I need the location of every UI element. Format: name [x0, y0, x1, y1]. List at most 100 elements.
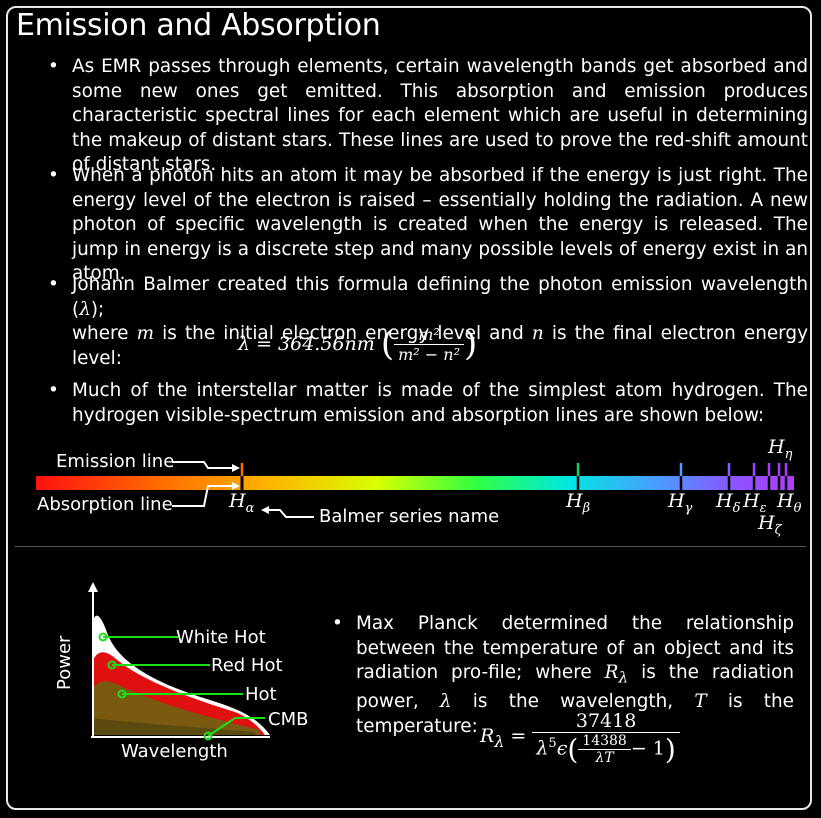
slide-frame	[6, 6, 812, 810]
bullet-text: Max Planck determined the relationship b…	[356, 612, 794, 739]
h-theta-sub: θ	[793, 500, 802, 516]
h-delta-label: Hδ	[716, 490, 740, 516]
planck-formula: Rλ = 37418 λ5ϵ(14388 λT − 1)	[480, 710, 680, 766]
balmer-text-4: is the initial electron energy level and	[154, 323, 532, 344]
planck-lhs: Rλ =	[480, 725, 527, 751]
emission-arrowhead	[232, 464, 240, 472]
minus-one: − 1	[630, 737, 665, 760]
y-axis-label: Power	[54, 635, 75, 690]
bullet-photon: • When a photon hits an atom it may be a…	[48, 164, 808, 287]
den-exp: 5	[548, 736, 557, 752]
red-hot-label: Red Hot	[211, 655, 283, 676]
h-eta-label: Hη	[768, 436, 792, 462]
paren-close: )	[664, 733, 676, 766]
balmer-formula: λ = 364.56nm (m² m² − n²)	[238, 324, 477, 364]
planck-fraction: 37418 λ5ϵ(14388 λT − 1)	[532, 710, 680, 766]
planck-denominator: λ5ϵ(14388 λT − 1)	[532, 733, 679, 766]
balmer-denominator: m² − n²	[398, 344, 460, 364]
inner-denominator: λT	[595, 750, 614, 766]
balmer-numerator: m²	[394, 325, 464, 345]
balmer-text-5: is the final electron energy level:	[72, 323, 808, 369]
balmer-fraction: m² m² − n²	[394, 325, 464, 364]
red-hot-marker	[107, 660, 117, 670]
paren-open: (	[567, 733, 579, 766]
section-divider	[15, 546, 806, 547]
h-eta-name: H	[768, 436, 785, 458]
paren-close: )	[463, 324, 478, 364]
h-beta-label: Hβ	[566, 490, 590, 516]
h-epsilon-name: H	[743, 490, 760, 512]
white-hot-marker	[98, 632, 108, 642]
bullet-hydrogen: • Much of the interstellar matter is mad…	[48, 379, 808, 428]
series-arrowhead	[261, 506, 269, 514]
white-hot-label: White Hot	[176, 627, 266, 648]
planck-lhs-sub: λ	[494, 731, 505, 751]
balmer-text-3: where	[72, 323, 137, 344]
bullet-dot: •	[332, 613, 343, 634]
x-axis-label: Wavelength	[121, 741, 228, 762]
emission-line-label: Emission line	[56, 451, 175, 472]
cmb-marker	[203, 731, 213, 741]
r-lambda-symbol: Rλ	[605, 662, 629, 687]
balmer-text-2: );	[90, 298, 105, 320]
absorption-line-label: Absorption line	[37, 494, 173, 515]
lambda-symbol: λ	[79, 298, 91, 320]
planck-text-1: Max Planck determined the relationship b…	[356, 613, 794, 683]
bullet-planck: • Max Planck determined the relationship…	[332, 612, 794, 739]
h-theta-label: Hθ	[777, 490, 801, 516]
emission-arrow	[172, 461, 236, 469]
h-eta-sub: η	[784, 446, 793, 462]
m-symbol: m	[136, 323, 155, 344]
h-alpha-label: Hα	[229, 490, 254, 516]
r-sub: λ	[618, 668, 629, 687]
h-zeta-name: H	[758, 512, 775, 534]
balmer-text-1: Johann Balmer created this formula defin…	[72, 274, 808, 320]
bullet-dot: •	[48, 380, 59, 401]
t-symbol: T	[694, 691, 707, 713]
h-alpha-sub: α	[245, 500, 255, 516]
bullet-balmer: • Johann Balmer created this formula def…	[48, 273, 808, 371]
h-alpha-name: H	[229, 490, 246, 512]
paren-open: (	[380, 324, 395, 364]
lambda-symbol: λ	[439, 691, 452, 713]
h-beta-sub: β	[582, 500, 591, 516]
absorption-arrow	[172, 485, 236, 507]
planck-text-4: is the temperature:	[356, 691, 794, 737]
h-gamma-sub: γ	[684, 500, 693, 516]
h-gamma-label: Hγ	[668, 490, 692, 516]
bullet-text: Johann Balmer created this formula defin…	[72, 273, 808, 371]
h-theta-name: H	[777, 490, 794, 512]
bullet-emr: • As EMR passes through elements, certai…	[48, 55, 808, 178]
planck-lhs-r: R	[480, 725, 495, 748]
h-epsilon-sub: ε	[759, 500, 767, 516]
bullet-text: When a photon hits an atom it may be abs…	[72, 165, 808, 284]
slide-title: Emission and Absorption	[16, 8, 381, 43]
bullet-text: As EMR passes through elements, certain …	[72, 56, 808, 175]
n-symbol: n	[531, 323, 544, 344]
planck-numerator: 37418	[532, 710, 680, 733]
spectrum-diagram	[36, 461, 794, 518]
y-axis-arrowhead	[88, 582, 98, 592]
h-beta-name: H	[566, 490, 583, 512]
den-lambda: λ	[536, 737, 549, 760]
inner-fraction: 14388 λT	[578, 733, 631, 766]
h-zeta-label: Hζ	[758, 512, 782, 538]
balmer-formula-lhs: λ = 364.56nm	[238, 333, 375, 355]
h-zeta-sub: ζ	[774, 522, 782, 538]
h-epsilon-label: Hε	[743, 490, 767, 516]
bullet-dot: •	[48, 274, 59, 295]
den-epsilon: ϵ	[556, 737, 568, 760]
bullet-dot: •	[48, 165, 59, 186]
planck-text-2: is the radiation power,	[356, 662, 794, 713]
hot-label: Hot	[245, 684, 277, 705]
h-delta-name: H	[716, 490, 733, 512]
planck-text-3: is the wavelength,	[451, 691, 695, 713]
cmb-label: CMB	[268, 709, 309, 730]
cmb-leader	[207, 717, 265, 737]
planck-chart	[88, 582, 270, 741]
series-arrow	[266, 509, 314, 518]
bullet-text: Much of the interstellar matter is made …	[72, 380, 808, 426]
h-gamma-name: H	[668, 490, 685, 512]
absorption-arrowhead	[232, 482, 240, 490]
h-delta-sub: δ	[732, 500, 741, 516]
